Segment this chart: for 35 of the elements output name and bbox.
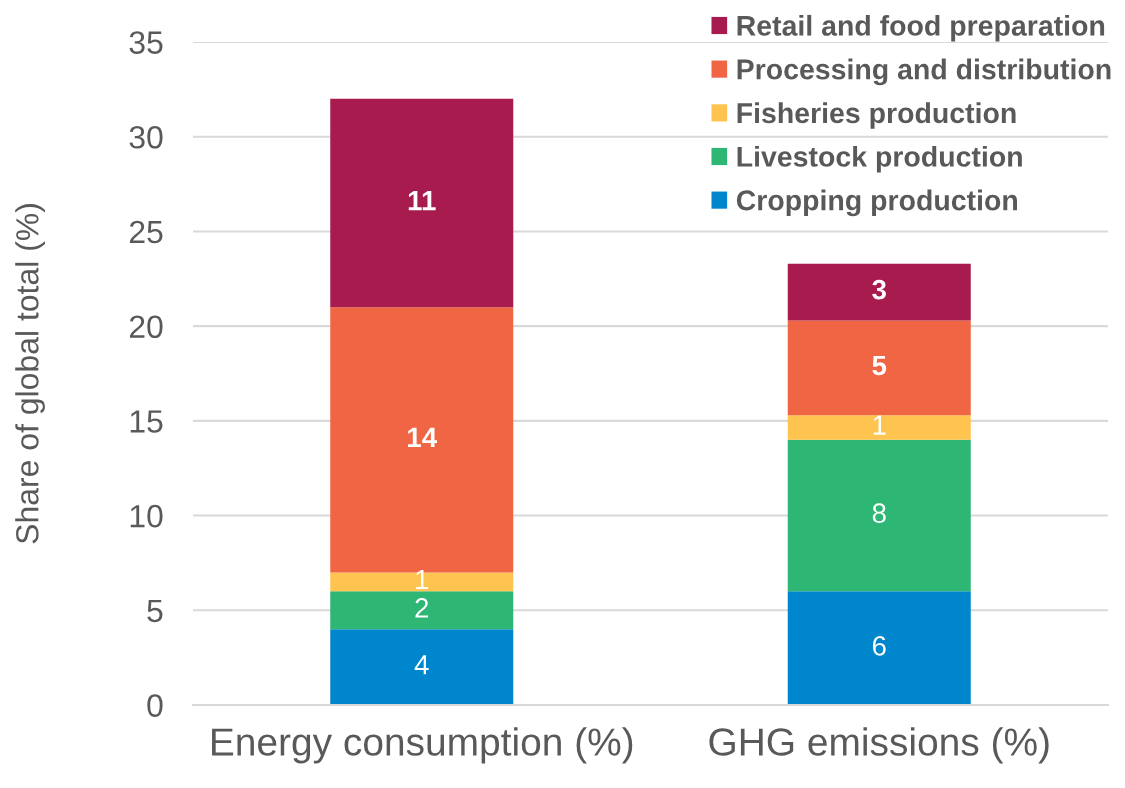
legend-label: Fisheries production: [737, 102, 1016, 129]
y-tick-label: 5: [147, 599, 163, 623]
data-label: 3: [872, 279, 886, 300]
y-tick-label: 10: [130, 504, 163, 528]
y-tick-label: 0: [147, 694, 163, 717]
bar: [787, 415, 971, 440]
bar: [787, 263, 971, 321]
data-label: 8: [872, 503, 886, 524]
y-tick-label: 15: [130, 410, 163, 433]
bar: [787, 320, 971, 416]
data-label: 1: [416, 569, 429, 590]
bar: [330, 98, 514, 308]
legend-label: Processing and distribution: [737, 58, 1111, 86]
y-tick-label: 20: [129, 315, 163, 339]
bar: [330, 629, 514, 705]
data-label: 2: [415, 598, 429, 618]
data-label: 14: [408, 427, 438, 447]
legend-label: Retail and food preparation: [737, 14, 1105, 42]
bar: [330, 591, 514, 630]
data-label: 4: [414, 655, 429, 675]
x-tick-label: Energy consumption (%): [212, 727, 633, 764]
legend-label: Livestock production: [737, 145, 1022, 173]
bar: [787, 591, 971, 705]
data-label: 6: [872, 635, 886, 656]
y-tick-label: 30: [129, 125, 163, 149]
bar: [787, 439, 971, 592]
y-tick-label: 25: [129, 220, 163, 244]
x-tick-label: GHG emissions (%): [709, 727, 1049, 764]
bar: [330, 572, 514, 592]
y-axis-title: Share of global total (%): [15, 204, 45, 544]
data-label: 1: [873, 415, 886, 435]
legend-label: Cropping production: [736, 189, 1018, 217]
data-label: 11: [408, 191, 436, 211]
data-label: 5: [872, 355, 887, 376]
y-tick-label: 35: [129, 31, 163, 54]
